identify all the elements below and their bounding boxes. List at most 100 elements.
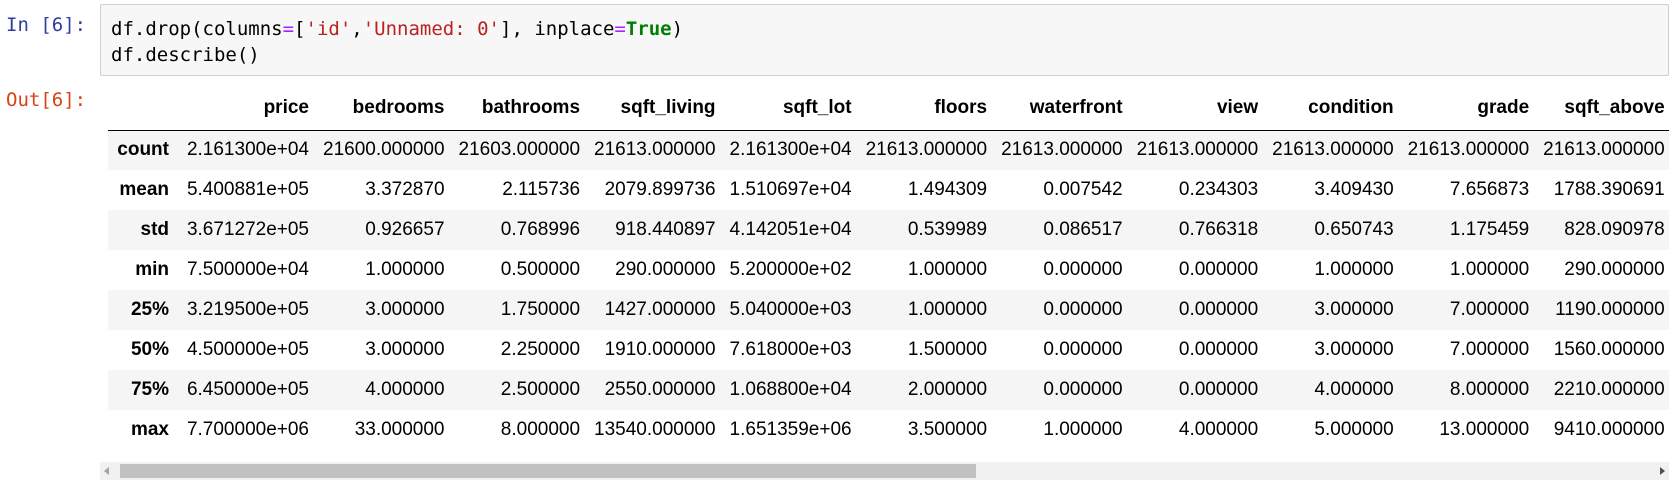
- table-cell: 3.000000: [1314, 299, 1394, 320]
- row-label: max: [130, 419, 169, 440]
- table-cell: 2.115736: [502, 179, 581, 200]
- table-cell: 21613.000000: [594, 139, 716, 161]
- table-cell: 1427.000000: [604, 299, 716, 320]
- code-token: [: [294, 18, 306, 40]
- index-header: [108, 86, 176, 131]
- table-cell: 1.000000: [1449, 259, 1530, 280]
- table-cell: 2210.000000: [1553, 379, 1665, 400]
- column-header: sqft_lot: [722, 86, 859, 131]
- column-header: price: [176, 86, 316, 131]
- scroll-left-arrow-icon[interactable]: [104, 467, 109, 475]
- table-cell: 6.450000e+05: [186, 379, 309, 400]
- table-cell: 0.000000: [1178, 379, 1259, 400]
- table-cell: 7.618000e+03: [729, 339, 852, 360]
- table-cell: 0.650743: [1314, 219, 1394, 240]
- table-row: 25% 3.219500e+05 3.000000 1.750000 1427.0000…: [108, 290, 1669, 330]
- table-cell: 0.007542: [1043, 179, 1123, 200]
- table-cell: 21613.000000: [1407, 139, 1530, 161]
- table-cell: 5.000000: [1314, 419, 1394, 440]
- table-cell: 0.000000: [1043, 299, 1123, 320]
- table-cell: 1.175459: [1449, 219, 1530, 240]
- table-cell: 21613.000000: [1001, 139, 1123, 161]
- table-cell: 3.372870: [365, 179, 445, 200]
- table-cell: 9410.000000: [1553, 419, 1665, 440]
- table-row: count 2.161300e+04 21600.000000 21603.00000…: [108, 130, 1669, 170]
- table-cell: 5.040000e+03: [729, 299, 852, 320]
- table-cell: 1.000000: [1043, 419, 1123, 440]
- table-cell: 7.656873: [1449, 179, 1530, 200]
- table-cell: 7.000000: [1449, 339, 1530, 360]
- table-cell: 21613.000000: [865, 139, 988, 161]
- table-cell: 2079.899736: [604, 179, 716, 200]
- table-cell: 918.440897: [615, 219, 716, 240]
- input-cell[interactable]: In [6]: df.drop(columns=['id','Unnamed: …: [0, 0, 1679, 82]
- table-cell: 3.000000: [365, 339, 445, 360]
- table-cell: 1.000000: [365, 259, 445, 280]
- scroll-right-arrow-icon[interactable]: [1660, 467, 1665, 475]
- table-cell: 21603.000000: [458, 139, 581, 161]
- table-cell: 2.000000: [907, 379, 988, 400]
- column-header: floors: [858, 86, 995, 131]
- scrollbar-thumb[interactable]: [120, 464, 976, 478]
- code-string: 'id': [305, 18, 352, 40]
- code-line-1[interactable]: df.drop(columns=['id','Unnamed: 0'], inp…: [111, 16, 683, 42]
- table-cell: 7.000000: [1449, 299, 1530, 320]
- table-cell: 21613.000000: [1136, 139, 1259, 161]
- table-cell: 0.000000: [1178, 299, 1259, 320]
- table-cell: 0.086517: [1043, 219, 1123, 240]
- table-cell: 4.000000: [1314, 379, 1394, 400]
- table-cell: 1.494309: [907, 179, 988, 200]
- code-editor[interactable]: df.drop(columns=['id','Unnamed: 0'], inp…: [100, 4, 1669, 76]
- row-label: min: [135, 259, 169, 280]
- table-row: min 7.500000e+04 1.000000 0.500000 290.00000…: [108, 250, 1669, 290]
- table-header-row: price bedrooms bathrooms sqft_living sqft_lo…: [108, 86, 1669, 131]
- code-line-2[interactable]: df.describe(): [111, 44, 260, 66]
- code-operator: =: [282, 18, 295, 40]
- column-header: view: [1129, 86, 1266, 131]
- table-row: 75% 6.450000e+05 4.000000 2.500000 2550.0000…: [108, 370, 1669, 410]
- table-cell: 13.000000: [1439, 419, 1530, 440]
- table-cell: 0.000000: [1178, 259, 1259, 280]
- column-header: bedrooms: [316, 86, 452, 131]
- output-area[interactable]: price bedrooms bathrooms sqft_living sqft_lo…: [108, 86, 1669, 446]
- row-label: 25%: [130, 299, 169, 320]
- column-header: sqft_living: [587, 86, 723, 131]
- table-cell: 1788.390691: [1553, 179, 1665, 200]
- output-prompt: Out[6]:: [6, 89, 87, 111]
- table-row: mean 5.400881e+05 3.372870 2.115736 2079.899…: [108, 170, 1669, 210]
- table-cell: 0.000000: [1043, 379, 1123, 400]
- row-label: 50%: [130, 339, 169, 360]
- table-cell: 3.000000: [365, 299, 445, 320]
- table-cell: 7.700000e+06: [186, 419, 309, 440]
- table-cell: 4.500000e+05: [186, 339, 309, 360]
- code-token: df.drop(columns: [111, 18, 283, 40]
- table-cell: 8.000000: [500, 419, 581, 440]
- table-cell: 0.234303: [1178, 179, 1259, 200]
- code-token: ], inplace: [500, 18, 615, 40]
- row-label: 75%: [130, 379, 169, 400]
- table-cell: 0.766318: [1178, 219, 1259, 240]
- table-cell: 3.671272e+05: [186, 219, 309, 240]
- table-cell: 21613.000000: [1543, 139, 1665, 161]
- table-cell: 1.000000: [907, 299, 988, 320]
- table-cell: 828.090978: [1564, 219, 1665, 240]
- table-cell: 1910.000000: [604, 339, 716, 360]
- code-operator: =: [614, 18, 626, 40]
- table-cell: 21600.000000: [323, 139, 445, 161]
- column-header: waterfront: [994, 86, 1130, 131]
- horizontal-scrollbar[interactable]: [100, 462, 1669, 480]
- code-token: ): [671, 18, 684, 40]
- table-cell: 3.409430: [1314, 179, 1394, 200]
- row-label: count: [117, 139, 169, 161]
- row-label: std: [140, 219, 170, 240]
- table-cell: 1.510697e+04: [729, 179, 852, 200]
- table-cell: 290.000000: [615, 259, 716, 280]
- table-cell: 0.926657: [365, 219, 445, 240]
- column-header: sqft_above: [1536, 86, 1669, 131]
- table-cell: 1.500000: [907, 339, 988, 360]
- table-cell: 2.500000: [500, 379, 581, 400]
- table-row: 50% 4.500000e+05 3.000000 2.250000 1910.0000…: [108, 330, 1669, 370]
- table-cell: 1.750000: [500, 299, 581, 320]
- describe-table: price bedrooms bathrooms sqft_living sqft_lo…: [108, 86, 1669, 446]
- input-prompt: In [6]:: [6, 14, 87, 36]
